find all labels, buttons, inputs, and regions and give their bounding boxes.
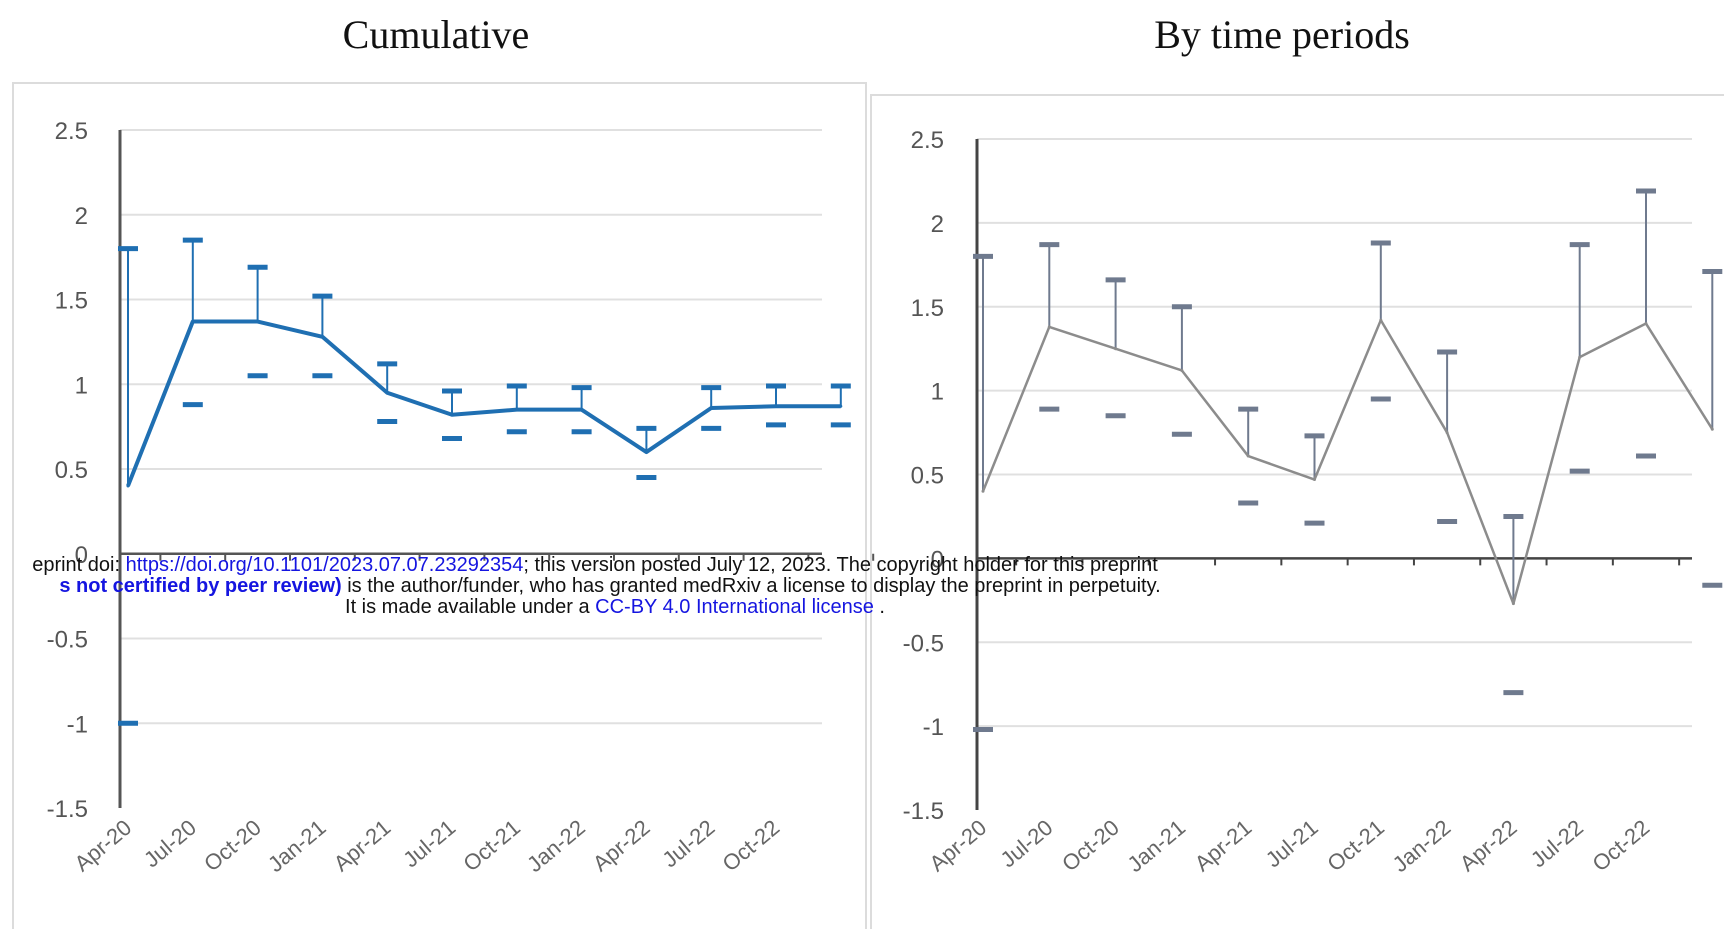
watermark-line3-suffix: . bbox=[873, 596, 885, 618]
x-tick-label: Oct-20 bbox=[1057, 815, 1124, 877]
x-tick-label: Jan-22 bbox=[1388, 815, 1456, 877]
data-point bbox=[839, 404, 843, 408]
y-tick-label: 2.5 bbox=[911, 127, 944, 154]
data-point bbox=[1047, 325, 1051, 329]
watermark-line2-suffix: is the author/funder, who has granted me… bbox=[341, 575, 1161, 597]
y-tick-label: 2.5 bbox=[55, 118, 88, 145]
data-point bbox=[1180, 368, 1184, 372]
right-panel-frame bbox=[870, 94, 1724, 929]
y-tick-label: -0.5 bbox=[47, 627, 88, 654]
x-tick-label: Oct-20 bbox=[199, 815, 266, 877]
data-point bbox=[580, 408, 584, 412]
y-tick-label: -0.5 bbox=[903, 630, 944, 657]
y-tick-label: 0.5 bbox=[911, 463, 944, 490]
x-tick-label: Jul-20 bbox=[139, 815, 201, 873]
y-tick-label: 1.5 bbox=[911, 295, 944, 322]
x-tick-label: Jul-20 bbox=[996, 815, 1058, 873]
y-tick-label: 0.5 bbox=[55, 457, 88, 484]
license-link[interactable]: CC-BY 4.0 International license bbox=[595, 596, 874, 618]
y-tick-label: -1 bbox=[923, 714, 944, 741]
data-point bbox=[774, 404, 778, 408]
x-tick-label: Jul-22 bbox=[657, 815, 719, 873]
x-tick-label: Jul-21 bbox=[398, 815, 460, 873]
y-tick-label: -1.5 bbox=[47, 796, 88, 823]
y-tick-label: 0 bbox=[75, 542, 88, 569]
data-point bbox=[385, 391, 389, 395]
data-point bbox=[450, 413, 454, 417]
data-point bbox=[126, 484, 130, 488]
data-point bbox=[191, 320, 195, 324]
data-point bbox=[1710, 427, 1714, 431]
watermark-peer-review-note[interactable]: s not certified by peer review) bbox=[59, 575, 342, 597]
x-tick-label: Apr-22 bbox=[588, 815, 655, 877]
data-point bbox=[1313, 478, 1316, 482]
series-line bbox=[981, 318, 1714, 605]
y-tick-label: 0 bbox=[931, 546, 944, 573]
data-point bbox=[981, 489, 985, 493]
x-tick-label: Jan-22 bbox=[522, 815, 590, 877]
data-point bbox=[1578, 355, 1582, 359]
y-tick-label: 1 bbox=[931, 379, 944, 406]
watermark-line3-prefix: It is made available under a bbox=[345, 596, 596, 618]
x-tick-label: Oct-21 bbox=[1322, 815, 1389, 877]
data-point bbox=[644, 450, 648, 454]
x-tick-label: Jul-21 bbox=[1261, 815, 1323, 873]
watermark-line1-suffix: ; this version posted July 12, 2023. The… bbox=[523, 554, 1158, 576]
data-point bbox=[320, 335, 324, 339]
data-point bbox=[1445, 431, 1449, 435]
data-point bbox=[515, 408, 519, 412]
data-point bbox=[709, 406, 713, 410]
x-tick-label: Jan-21 bbox=[1123, 815, 1191, 877]
series-line bbox=[126, 319, 841, 487]
data-point bbox=[1644, 322, 1648, 326]
data-point bbox=[1246, 454, 1250, 458]
data-point bbox=[256, 320, 260, 324]
y-tick-label: -1 bbox=[67, 711, 88, 738]
x-tick-label: Jan-21 bbox=[263, 815, 331, 877]
y-tick-label: -1.5 bbox=[903, 798, 944, 825]
preprint-watermark: eprint doi: https://doi.org/10.1101/2023… bbox=[0, 555, 1230, 618]
x-tick-label: Apr-21 bbox=[329, 815, 396, 877]
x-tick-label: Apr-20 bbox=[70, 815, 137, 877]
data-point bbox=[1114, 347, 1118, 351]
data-point bbox=[1511, 602, 1515, 606]
data-point bbox=[1379, 318, 1383, 322]
x-tick-label: Oct-22 bbox=[718, 815, 785, 877]
doi-link[interactable]: https://doi.org/10.1101/2023.07.07.23292… bbox=[125, 554, 524, 576]
x-tick-label: Oct-22 bbox=[1588, 815, 1655, 877]
y-tick-label: 1 bbox=[75, 372, 88, 399]
y-tick-label: 2 bbox=[931, 211, 944, 238]
x-tick-label: Jul-22 bbox=[1526, 815, 1588, 873]
y-tick-label: 2 bbox=[75, 203, 88, 230]
x-tick-label: Oct-21 bbox=[458, 815, 525, 877]
watermark-line1-prefix: eprint doi: bbox=[32, 554, 126, 576]
y-tick-label: 1.5 bbox=[55, 288, 88, 315]
left-panel-frame bbox=[12, 82, 867, 929]
x-tick-label: Apr-22 bbox=[1455, 815, 1522, 877]
x-tick-label: Apr-21 bbox=[1190, 815, 1257, 877]
left-chart-title: Cumulative bbox=[343, 12, 530, 57]
right-chart-title: By time periods bbox=[1154, 12, 1410, 57]
